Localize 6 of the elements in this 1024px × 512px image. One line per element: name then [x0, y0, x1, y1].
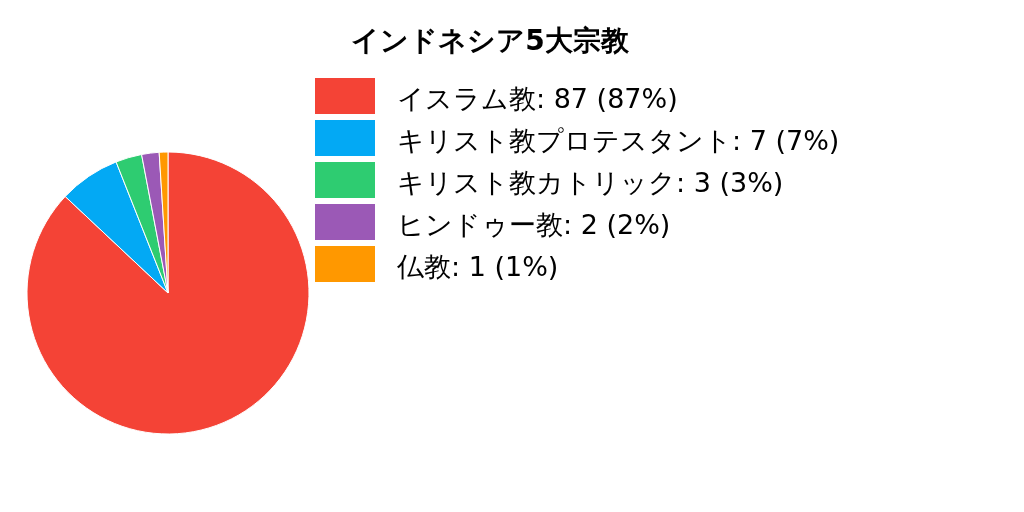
- chart-title: インドネシア5大宗教: [351, 24, 630, 57]
- legend-label: イスラム教: 87 (87%): [397, 83, 678, 114]
- legend-label: キリスト教カトリック: 3 (3%): [397, 167, 784, 198]
- legend-label: ヒンドゥー教: 2 (2%): [397, 209, 671, 240]
- legend-label: キリスト教プロテスタント: 7 (7%): [397, 125, 840, 156]
- legend-label: 仏教: 1 (1%): [396, 251, 559, 282]
